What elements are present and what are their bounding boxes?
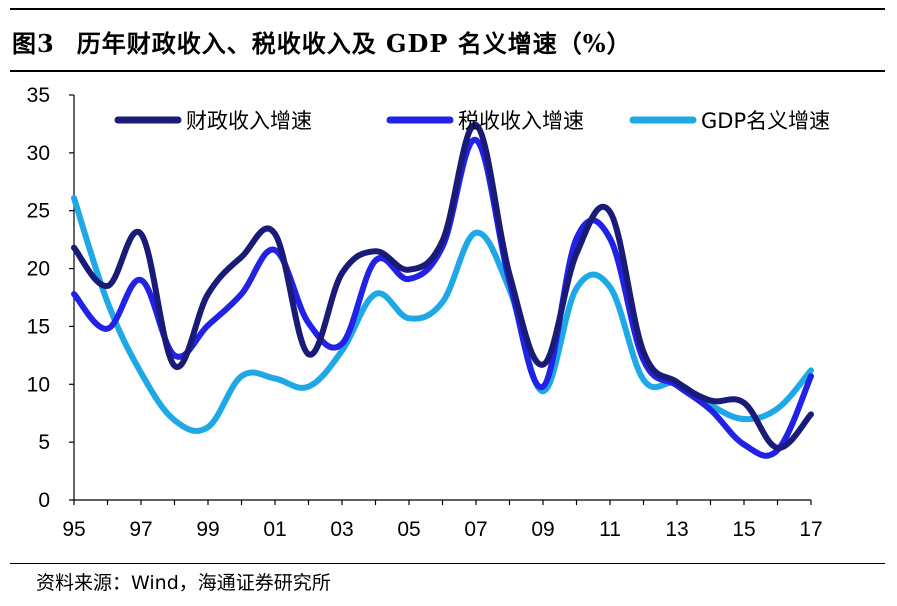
x-tick-label: 05 (397, 518, 420, 541)
figure-title-text: 历年财政收入、税收收入及 GDP 名义增速（%） (76, 28, 632, 58)
x-tick-label: 03 (330, 518, 353, 541)
x-axis: 95 97 99 01 03 05 07 09 11 13 15 17 (62, 500, 823, 541)
legend-label-fiscal: 财政收入增速 (186, 109, 312, 133)
title-divider (10, 70, 885, 72)
y-tick-label: 35 (27, 84, 50, 107)
source-note: 资料来源：Wind，海通证券研究所 (36, 572, 331, 594)
y-tick-label: 30 (27, 142, 50, 165)
y-tick-label: 25 (27, 200, 50, 223)
x-tick-label: 09 (531, 518, 554, 541)
figure-label: 图3 (12, 28, 55, 58)
y-tick-label: 20 (27, 258, 50, 281)
x-tick-label: 11 (599, 518, 621, 541)
legend-label-gdp: GDP名义增速 (701, 109, 830, 133)
x-tick-label: 17 (799, 518, 822, 541)
legend: 财政收入增速 税收收入增速 GDP名义增速 (114, 109, 830, 133)
x-tick-label: 13 (665, 518, 688, 541)
y-tick-label: 15 (27, 315, 50, 338)
y-tick-label: 5 (38, 431, 50, 454)
bottom-rule (10, 563, 885, 564)
x-tick-label: 97 (129, 518, 152, 541)
x-tick-label: 15 (732, 518, 755, 541)
series-lines (71, 122, 814, 459)
top-rule (10, 8, 885, 10)
chart-title: 图3 历年财政收入、税收收入及 GDP 名义增速（%） (12, 18, 632, 64)
x-tick-label: 95 (62, 518, 85, 541)
x-tick-label: 01 (263, 518, 286, 541)
x-tick-label: 99 (196, 518, 219, 541)
y-tick-label: 10 (27, 373, 50, 396)
y-axis: 0 5 10 15 20 25 30 35 (27, 84, 74, 512)
legend-label-tax: 税收收入增速 (458, 109, 584, 133)
fiscal-revenue-growth-line (71, 122, 814, 451)
y-tick-label: 0 (38, 489, 50, 512)
x-tick-label: 07 (464, 518, 487, 541)
